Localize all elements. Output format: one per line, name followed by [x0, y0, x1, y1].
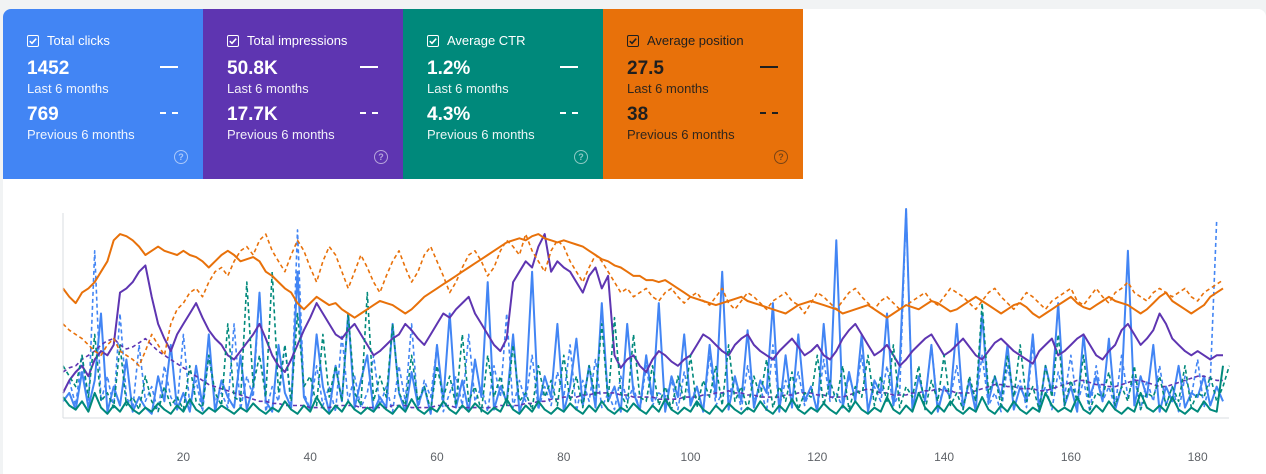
metric-current-label: Last 6 months — [627, 81, 709, 96]
metric-card-clicks[interactable]: Total clicks 1452 Last 6 months 769 Prev… — [3, 9, 203, 179]
checkbox-checked-icon[interactable] — [627, 35, 639, 47]
series-line-impressions-current — [62, 233, 1223, 394]
solid-line-legend-icon — [160, 66, 178, 68]
help-icon[interactable]: ? — [374, 150, 388, 164]
x-tick-label: 80 — [557, 450, 571, 464]
help-icon[interactable]: ? — [774, 150, 788, 164]
dashed-line-legend-icon — [360, 112, 378, 114]
series-line-ctr-current — [62, 365, 1224, 415]
checkbox-checked-icon[interactable] — [27, 35, 39, 47]
metric-current-value: 27.5 — [627, 58, 664, 79]
metric-card-position[interactable]: Average position 27.5 Last 6 months 38 P… — [603, 9, 803, 179]
metric-current-label: Last 6 months — [427, 81, 509, 96]
metric-card-impressions[interactable]: Total impressions 50.8K Last 6 months 17… — [203, 9, 403, 179]
metric-previous-value: 769 — [27, 104, 59, 125]
series-line-ctr-previous — [62, 270, 1231, 413]
metric-title: Average position — [647, 33, 744, 48]
x-tick-label: 20 — [177, 450, 191, 464]
dashed-line-legend-icon — [560, 112, 578, 114]
metric-current-value: 1.2% — [427, 58, 471, 79]
x-tick-label: 120 — [807, 450, 827, 464]
metric-title: Total impressions — [247, 33, 348, 48]
checkbox-checked-icon[interactable] — [427, 35, 439, 47]
performance-panel: Total clicks 1452 Last 6 months 769 Prev… — [3, 9, 1266, 474]
metric-previous-label: Previous 6 months — [27, 127, 135, 142]
series-line-position-previous — [62, 233, 1224, 367]
series-line-position-current — [62, 233, 1224, 319]
metric-current-label: Last 6 months — [27, 81, 109, 96]
metric-current-label: Last 6 months — [227, 81, 309, 96]
metric-card-ctr[interactable]: Average CTR 1.2% Last 6 months 4.3% Prev… — [403, 9, 603, 179]
metric-previous-value: 17.7K — [227, 104, 278, 125]
x-tick-label: 140 — [934, 450, 954, 464]
solid-line-legend-icon — [560, 66, 578, 68]
dashed-line-legend-icon — [160, 112, 178, 114]
help-icon[interactable]: ? — [174, 150, 188, 164]
metric-previous-label: Previous 6 months — [227, 127, 335, 142]
x-tick-label: 100 — [681, 450, 701, 464]
metric-current-value: 50.8K — [227, 58, 278, 79]
metric-previous-value: 38 — [627, 104, 649, 125]
series-line-impressions-previous — [62, 337, 1223, 409]
checkbox-checked-icon[interactable] — [227, 35, 239, 47]
x-tick-label: 40 — [304, 450, 318, 464]
x-tick-labels: 20 40 60 80 100 120 140 160 180 — [177, 450, 1208, 464]
solid-line-legend-icon — [360, 66, 378, 68]
solid-line-legend-icon — [760, 66, 778, 68]
metric-current-value: 1452 — [27, 58, 70, 79]
x-tick-label: 180 — [1188, 450, 1208, 464]
metric-title: Total clicks — [47, 33, 110, 48]
series-layer — [62, 208, 1231, 415]
performance-chart[interactable]: 20 40 60 80 100 120 140 160 180 — [3, 9, 1266, 474]
metric-previous-value: 4.3% — [427, 104, 471, 125]
metric-previous-label: Previous 6 months — [427, 127, 535, 142]
x-tick-label: 60 — [430, 450, 444, 464]
metric-title: Average CTR — [447, 33, 526, 48]
series-line-clicks-current — [62, 208, 1224, 415]
x-tick-label: 160 — [1061, 450, 1081, 464]
help-icon[interactable]: ? — [574, 150, 588, 164]
metric-previous-label: Previous 6 months — [627, 127, 735, 142]
dashed-line-legend-icon — [760, 112, 778, 114]
